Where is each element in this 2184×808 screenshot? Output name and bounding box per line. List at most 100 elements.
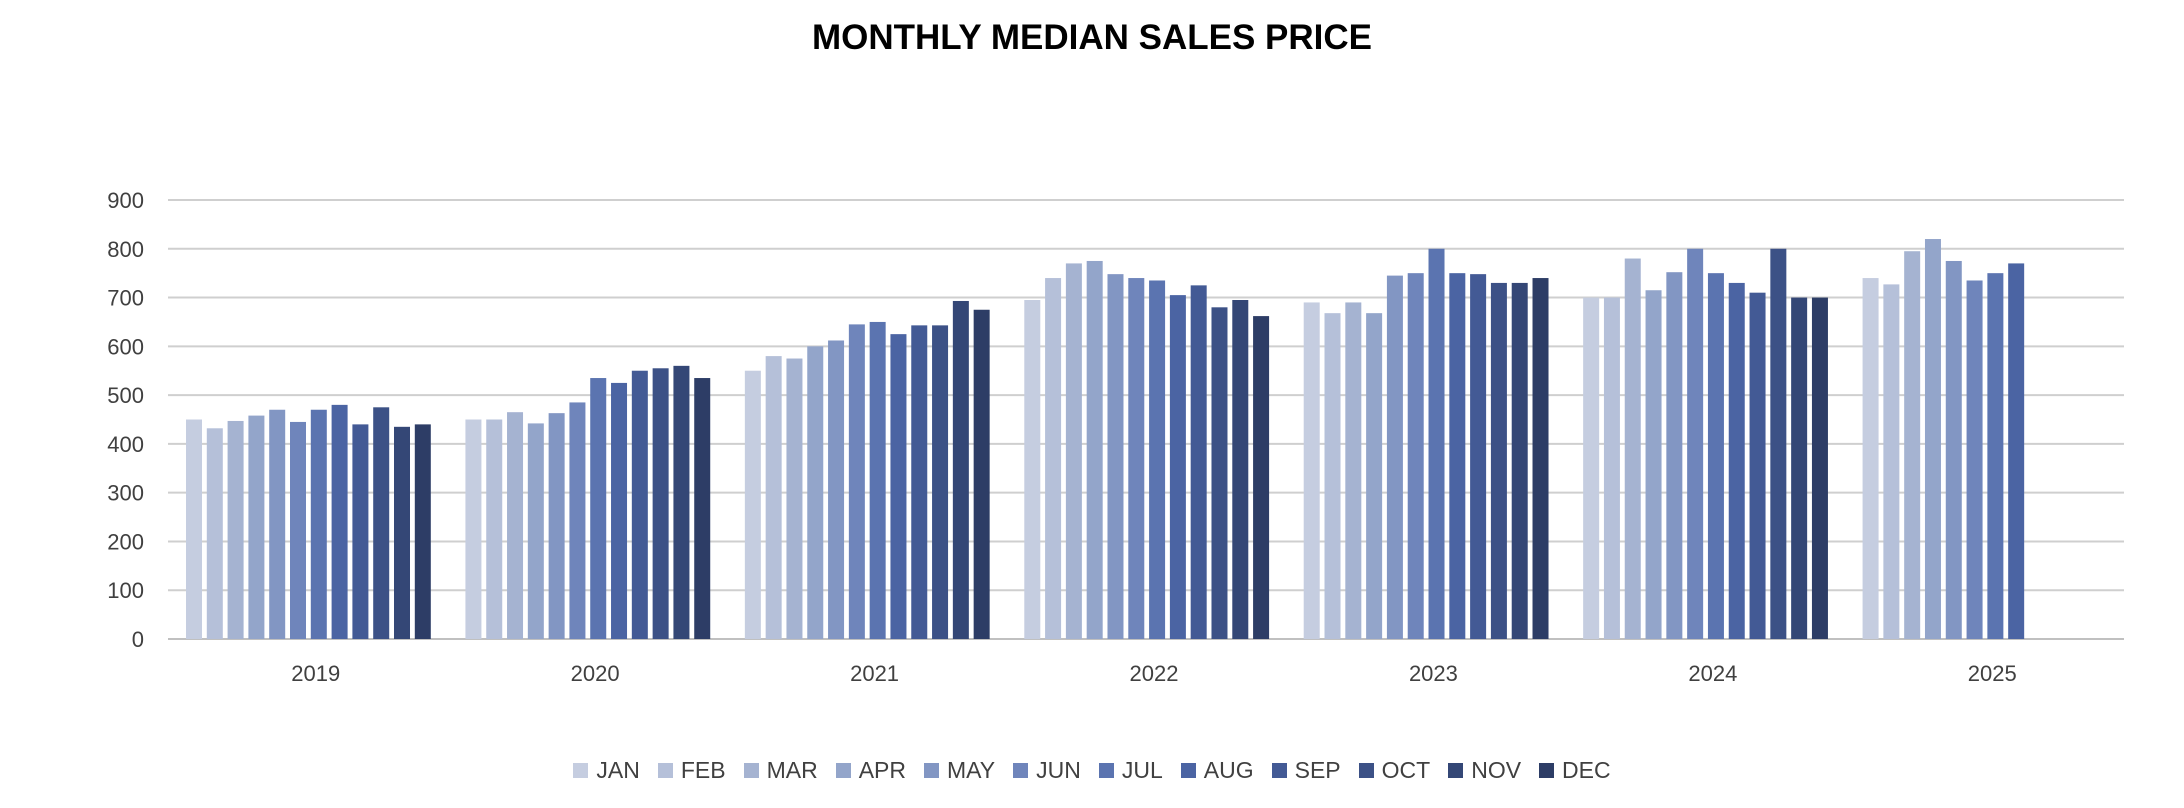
x-tick-label: 2019 — [291, 661, 340, 686]
bar-2024-may: MAY 2024: 752 — [1666, 272, 1683, 639]
legend-swatch — [573, 763, 589, 778]
bar-2022-mar: MAR 2022: 770 — [1065, 263, 1082, 639]
bar-2019-oct: OCT 2019: 475 — [373, 407, 390, 639]
x-tick-label: 2024 — [1688, 661, 1737, 686]
bar-2019-nov: NOV 2019: 435 — [394, 426, 410, 639]
legend-item-may: MAY — [923, 757, 996, 784]
bar-2020-jan: JAN 2020: 450 — [465, 419, 482, 639]
bar-2020-aug: AUG 2020: 525 — [611, 382, 628, 639]
legend-label: APR — [858, 757, 906, 783]
bar-2020-jul: JUL 2020: 535 — [590, 378, 607, 639]
bar-2021-dec: DEC 2021: 675 — [973, 309, 990, 639]
x-tick-label: 2021 — [850, 661, 899, 686]
bar-2020-may: MAY 2020: 463 — [548, 413, 565, 639]
bar-2024-sep: SEP 2024: 710 — [1749, 292, 1766, 639]
legend-swatch — [1539, 763, 1555, 778]
legend-label: OCT — [1381, 757, 1431, 783]
bar-2024-oct: OCT 2024: 800 — [1770, 248, 1787, 639]
legend-label: MAY — [946, 757, 996, 783]
bar-2021-jun: JUN 2021: 645 — [848, 324, 865, 639]
bar-2020-feb: FEB 2020: 450 — [486, 419, 503, 639]
bar-2023-sep: SEP 2023: 748 — [1470, 274, 1487, 639]
bar-2025-mar: MAR 2025: 795 — [1904, 251, 1921, 639]
x-tick-label: 2025 — [1968, 661, 2017, 686]
bar-2021-mar: MAR 2021: 575 — [786, 358, 803, 639]
bar-2024-dec: DEC 2024: 700 — [1811, 297, 1828, 639]
bar-2022-may: MAY 2022: 748 — [1107, 274, 1124, 639]
bar-group-2025: JAN 2025: 740FEB 2025: 727MAR 2025: 795 A… — [1862, 239, 2025, 639]
bar-2024-aug: AUG 2024: 730 — [1728, 282, 1745, 639]
bar-2020-mar: MAR 2020: 465 — [507, 412, 524, 639]
bar-group-2019: JAN 2019: 450FEB 2019: 432MAR 2019: 447A… — [186, 404, 431, 639]
y-tick-label: 800 — [107, 237, 144, 262]
legend-item-sep: SEP — [1271, 757, 1341, 784]
bar-2022-sep: SEP 2022: 725 — [1190, 285, 1207, 639]
bar-2022-jan: JAN 2022: 695 — [1024, 299, 1041, 639]
bar-2023-apr: APR 2023: 668 — [1366, 313, 1383, 639]
bar-2020-dec: DEC 2020: 535 — [694, 378, 711, 639]
legend-label: AUG — [1203, 757, 1254, 783]
bar-2021-aug: AUG 2021: 625 — [890, 334, 907, 639]
y-tick-label: 900 — [107, 188, 144, 213]
bar-group-2021: JAN 2021: 550FEB 2021: 580MAR 2021: 575 A… — [744, 300, 990, 639]
bar-2021-jan: JAN 2021: 550 — [744, 370, 761, 639]
y-tick-label: 0 — [132, 627, 144, 652]
bar-2019-mar: MAR 2019: 447 — [227, 420, 244, 639]
bar-2025-jun: JUN 2025: 735 — [1966, 280, 1983, 639]
x-tick-label: 2023 — [1409, 661, 1458, 686]
y-tick-label: 300 — [107, 481, 144, 506]
bar-2022-feb: FEB 2022: 740 — [1045, 278, 1062, 639]
legend-swatch — [835, 763, 851, 778]
bar-2019-may: MAY 2019: 470 — [269, 409, 286, 639]
legend-item-jul: JUL — [1098, 757, 1163, 784]
legend-label: JAN — [596, 757, 640, 783]
bar-2019-aug: AUG 2019: 480 — [331, 404, 348, 639]
legend-swatch — [1448, 763, 1464, 778]
legend-label: MAR — [766, 757, 818, 783]
bar-2019-jul: JUL 2019: 470 — [310, 409, 327, 639]
bar-2019-sep: SEP 2019: 440 — [352, 424, 369, 639]
bar-2019-jun: JUN 2019: 445 — [290, 421, 306, 639]
legend-item-jan: JAN — [573, 757, 640, 784]
legend-swatch — [743, 763, 759, 778]
bar-2024-jul: JUL 2024: 750 — [1707, 273, 1724, 639]
bar-2021-may: MAY 2021: 612 — [828, 340, 845, 639]
bar-2022-aug: AUG 2022: 705 — [1169, 295, 1186, 639]
bar-2024-feb: FEB 2024: 700 — [1603, 297, 1620, 639]
legend-swatch — [1013, 763, 1029, 778]
x-tick-label: 2022 — [1130, 661, 1179, 686]
bar-2025-feb: FEB 2025: 727 — [1883, 284, 1900, 639]
bar-2019-apr: APR 2019: 458 — [248, 415, 265, 639]
legend-swatch — [923, 763, 939, 778]
bar-2023-jan: JAN 2023: 690 — [1303, 302, 1320, 639]
bar-2025-aug: AUG 2025: 770 — [2008, 263, 2025, 639]
legend-item-jun: JUN — [1013, 757, 1081, 784]
legend-label: FEB — [680, 757, 726, 783]
bar-group-2020: JAN 2020: 450FEB 2020: 450MAR 2020: 465 A… — [465, 365, 711, 639]
bar-2020-nov: NOV 2020: 560 — [673, 365, 690, 639]
y-tick-label: 400 — [107, 432, 144, 457]
bar-2019-feb: FEB 2019: 432 — [206, 428, 223, 639]
bar-2025-jan: JAN 2025: 740 — [1862, 278, 1879, 639]
chart-legend: JAN FEB MAR APR MAY JUN JUL AUG SEP OCT NOV DEC — [0, 757, 2184, 784]
y-tick-label: 200 — [107, 529, 144, 554]
bar-2022-nov: NOV 2022: 695 — [1232, 299, 1249, 639]
legend-item-mar: MAR — [743, 757, 818, 784]
legend-swatch — [657, 763, 673, 778]
legend-item-nov: NOV — [1448, 757, 1521, 784]
bar-2022-oct: OCT 2022: 680 — [1211, 307, 1228, 639]
bar-2023-feb: FEB 2023: 668 — [1324, 313, 1341, 639]
legend-item-feb: FEB — [657, 757, 726, 784]
bar-2025-jul: JUL 2025: 750 — [1987, 273, 2004, 639]
bar-group-2024: JAN 2024: 700FEB 2024: 700MAR 2024: 780A… — [1583, 248, 1828, 639]
bar-2024-apr: APR 2024: 715 — [1645, 290, 1662, 639]
bar-2021-feb: FEB 2021: 580 — [765, 356, 782, 639]
y-tick-label: 700 — [107, 286, 144, 311]
bar-2025-may: MAY 2025: 775 — [1945, 260, 1962, 639]
bar-2021-jul: JUL 2021: 650 — [869, 321, 886, 639]
legend-swatch — [1180, 763, 1196, 778]
y-tick-label: 100 — [107, 578, 144, 603]
x-tick-label: 2020 — [571, 661, 620, 686]
legend-item-aug: AUG — [1180, 757, 1254, 784]
